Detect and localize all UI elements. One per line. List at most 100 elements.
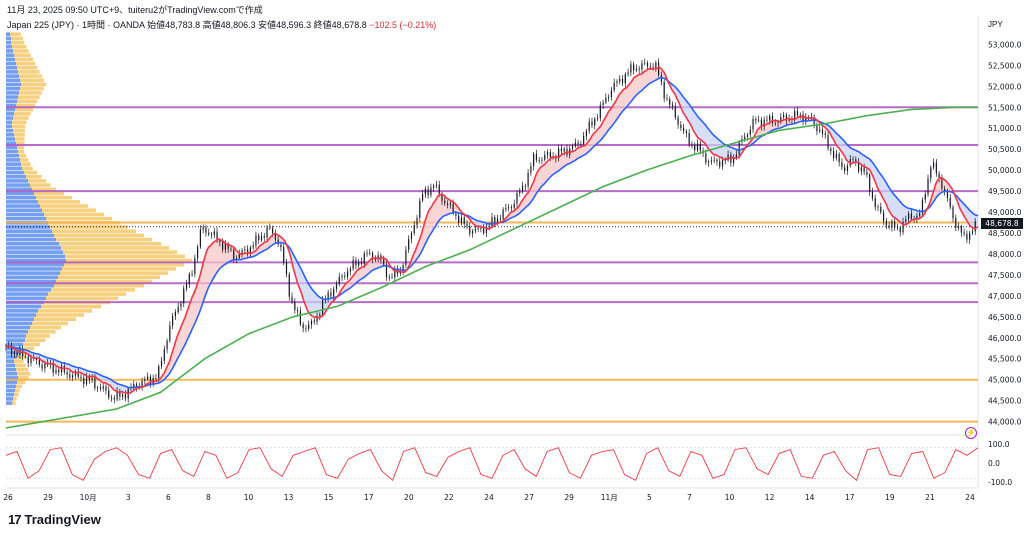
ema-cloud-bearish [112,381,115,391]
ema-cloud-bullish [594,131,597,146]
candle-body [160,360,163,367]
candle-body [63,366,65,372]
candle-body [424,188,426,195]
ema-cloud-bullish [211,242,213,282]
ema-cloud-bullish [269,236,272,247]
candle-body [272,228,274,233]
time-axis-tick: 3 [126,493,131,502]
volume-profile-bar-down [18,95,40,99]
ema-cloud-bearish [712,134,715,155]
candle-body [683,127,685,132]
ema-cloud-bullish [201,262,204,306]
symbol-name[interactable]: Japan 225 (JPY) · 1時間 · OANDA [7,20,145,30]
candle-body [10,345,13,355]
ema-cloud-bearish [690,106,692,128]
volume-profile-bar-up [6,380,17,384]
ema-cloud-bullish [361,266,363,279]
ema-cloud-bullish [244,253,247,259]
ema-cloud-bullish [610,108,612,129]
candle-body [608,96,610,98]
ema-cloud-bullish [436,196,438,225]
ema-cloud-bullish [765,124,767,135]
candle-body [299,311,301,325]
candle-body [219,240,221,243]
ema-cloud-bullish [526,192,529,207]
ema-cloud-bullish [646,69,648,87]
ema-cloud-bullish [946,180,948,192]
candle-body [449,203,451,205]
candle-body [394,268,396,278]
candle-body [919,213,921,216]
price-axis-tick: 53,000.0 [988,40,1022,49]
candle-body [330,292,332,297]
ema-cloud-bearish [97,373,100,380]
volume-profile-bar-down [30,325,62,330]
ema-cloud-bullish [593,132,595,147]
ema-cloud-bullish [607,111,609,132]
price-axis-tick: 45,000.0 [988,376,1022,385]
candle-body [746,134,749,137]
volume-profile-bar-down [14,359,24,363]
candle-body [363,253,365,264]
candle-body [327,292,329,299]
candle-body [499,218,501,220]
candle-body [191,274,193,275]
candle-body [116,391,118,400]
candle-body [391,277,393,278]
ema-cloud-bullish [615,98,617,122]
ema-cloud-bullish [539,167,541,190]
volume-profile-bar-up [6,149,18,154]
candle-body [855,159,857,163]
ema-cloud-bullish [425,216,427,244]
candle-body [830,148,832,152]
candle-body [108,390,110,398]
candle-body [738,141,740,155]
ema-cloud-bullish [430,205,433,234]
candle-body [38,360,40,365]
oscillator-axis-tick: -100.0 [988,478,1012,487]
candle-body [594,118,596,126]
lightning-icon[interactable]: ⚡ [965,427,977,439]
price-axis-tick: 50,500.0 [988,145,1022,154]
candle-body [369,252,371,254]
candle-body [202,227,204,230]
ema-cloud-bullish [937,178,940,196]
candle-body [596,117,599,119]
ema-cloud-bearish [972,212,974,229]
volume-profile-bar-up [6,330,28,334]
candle-body [235,258,238,260]
volume-profile-bar-up [6,397,13,401]
candle-body [485,226,488,233]
volume-profile-bar-down [30,183,51,187]
candle-body [185,283,188,289]
candle-body [247,249,249,254]
ema-cloud-bearish [880,174,883,197]
ema-cloud-bearish [861,153,863,167]
volume-profile-bar-up [6,99,17,104]
price-axis-tick: 44,500.0 [988,397,1022,406]
candle-body [458,215,460,224]
candle-body [769,116,771,121]
candle-body [957,226,960,228]
time-axis-tick: 10 [725,493,735,502]
volume-profile-bar-down [12,124,26,129]
candle-body [244,249,246,251]
volume-profile-bar-up [6,292,48,296]
volume-profile-bar-down [46,216,112,221]
candle-body [577,142,579,145]
candle-body [313,320,315,322]
candle-body [560,148,563,152]
volume-profile-bar-up [6,304,41,309]
candle-body [896,227,899,229]
ema-cloud-bullish [537,169,540,192]
candle-body [635,68,638,71]
ema-cloud-bullish [196,283,198,321]
price-axis-tick: 47,000.0 [988,292,1022,301]
candle-body [705,153,707,163]
ema-cloud-bullish [562,153,565,168]
candle-body [266,227,268,238]
ema-cloud-bearish [887,185,890,211]
price-axis-tick: 47,500.0 [988,271,1022,280]
ema-cloud-bullish [578,147,580,159]
